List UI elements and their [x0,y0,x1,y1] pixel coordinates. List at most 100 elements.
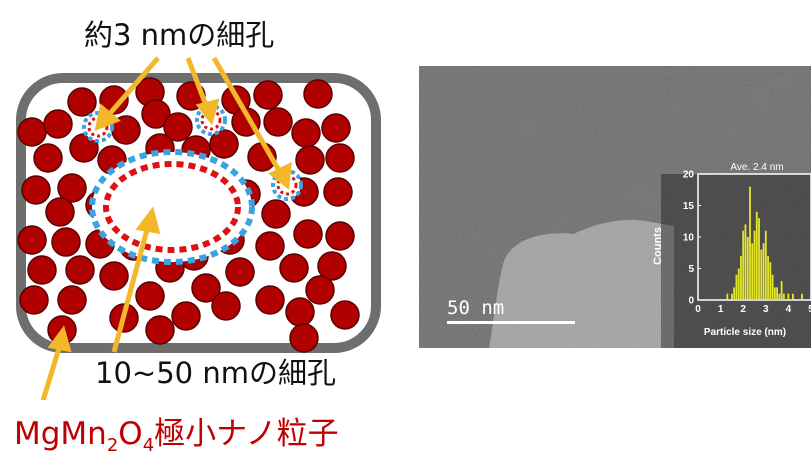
histogram-bar [753,230,756,300]
histogram-y-label: Counts [652,227,664,265]
arrowhead [135,206,161,235]
nanoparticle [303,79,333,109]
nanoparticle [99,85,129,115]
histogram-x-tick: 1 [718,304,724,315]
nanoparticle [19,285,49,315]
small-pore-label: 約3 nmの細孔 [84,18,275,52]
histogram-x-tick: 4 [786,304,792,315]
histogram-bar [787,293,790,300]
nanoparticle [43,109,73,139]
histogram-bar [746,237,749,300]
nanoparticle [291,118,321,148]
nanoparticle [171,301,201,331]
particle-label-subscript: 4 [142,435,155,457]
histogram-bar [730,293,733,300]
arrow-to-large-pore [111,225,151,353]
scale-bar [447,321,575,324]
histogram-x-tick: 5 [808,304,811,315]
nanoparticle [325,221,355,251]
arrowhead [268,161,292,190]
arrowhead [47,325,72,353]
histogram-y-tick: 10 [683,233,695,244]
nanoparticle [17,117,47,147]
arrows [40,56,292,400]
histogram-bar [740,255,742,300]
nanoparticle [45,197,75,227]
nanoparticle [57,173,87,203]
large-pore-label: 10~50 nmの細孔 [95,356,336,390]
histogram-axes: 0 5 10 15 20 0 1 2 3 4 5 [683,170,811,316]
arrowhead [195,98,220,126]
nanoparticle [323,177,353,207]
particle-size-histogram: Ave. 2.4 nm Counts Particle size (nm) 0 5… [652,162,811,348]
nanoparticle [209,129,239,159]
histogram-bar [769,262,772,300]
nanoparticle [253,80,283,110]
histogram-bar [726,293,729,300]
histogram-bar [749,186,751,300]
arrow-to-particle [40,344,63,400]
particle-label: MgMn2O4極小ナノ粒子 [14,408,339,456]
histogram-bar [780,281,783,300]
nanoparticle [65,255,95,285]
histogram-bar [762,243,765,300]
histogram-y-tick: 0 [688,296,694,307]
nanoparticle [261,199,291,229]
nanoparticle [67,87,97,117]
histogram-bar [733,287,736,300]
histogram-bar [792,293,794,300]
nanoparticle [225,257,255,287]
particle-label-text: 極小ナノ粒子 [154,416,339,452]
histogram-bar [778,293,781,300]
nanoparticle [57,285,87,315]
histogram-bar [744,224,747,300]
pore-structure-diagram [16,56,381,400]
nanoparticle [255,285,285,315]
nanoparticle [255,231,285,261]
histogram-title: Ave. 2.4 nm [730,162,783,173]
histogram-x-tick: 2 [740,304,746,315]
histogram-bar [737,268,740,300]
large-pore [89,149,255,265]
histogram-background [661,174,811,348]
nanoparticle [21,175,51,205]
nanoparticle [289,323,319,353]
histogram-bar [801,293,803,300]
histogram-bar [758,218,760,300]
particle-label-subscript: 2 [106,435,119,457]
tem-micrograph: 50 nm Ave. 2.4 nm Counts Particle size (… [419,66,811,348]
histogram-bar [776,287,779,300]
particle-label-formula-part: O [118,416,143,452]
arrow-to-small-pore-left [104,56,160,120]
histogram-bar [755,211,758,300]
histogram-bar [751,243,754,300]
nanoparticle [295,145,325,175]
histogram-bar [771,274,774,300]
nanoparticle [211,291,241,321]
nanoparticle [145,315,175,345]
histogram-bar [760,249,763,300]
histogram-bar [742,230,745,300]
histogram-x-tick: 0 [695,304,701,315]
nanoparticle [141,99,171,129]
nanoparticle [305,275,335,305]
histogram-bar [767,255,769,300]
nanoparticles [17,77,360,353]
nanoparticle [135,281,165,311]
nanoparticle [33,143,63,173]
nanoparticle [191,273,221,303]
histogram-bar [735,274,738,300]
nanoparticle [51,227,81,257]
histogram-y-tick: 5 [688,264,694,275]
histogram-bar [764,230,767,300]
nanoparticle [325,143,355,173]
histogram-bar [782,293,785,300]
histogram-bar [773,287,776,300]
nanoparticle [27,255,57,285]
nanoparticle [285,297,315,327]
histogram-y-tick: 20 [683,170,695,181]
histogram-bars [726,186,803,300]
arrow-to-small-pore-right [211,56,284,176]
arrow-to-small-pore-mid [185,57,210,109]
nanoparticle [17,225,47,255]
